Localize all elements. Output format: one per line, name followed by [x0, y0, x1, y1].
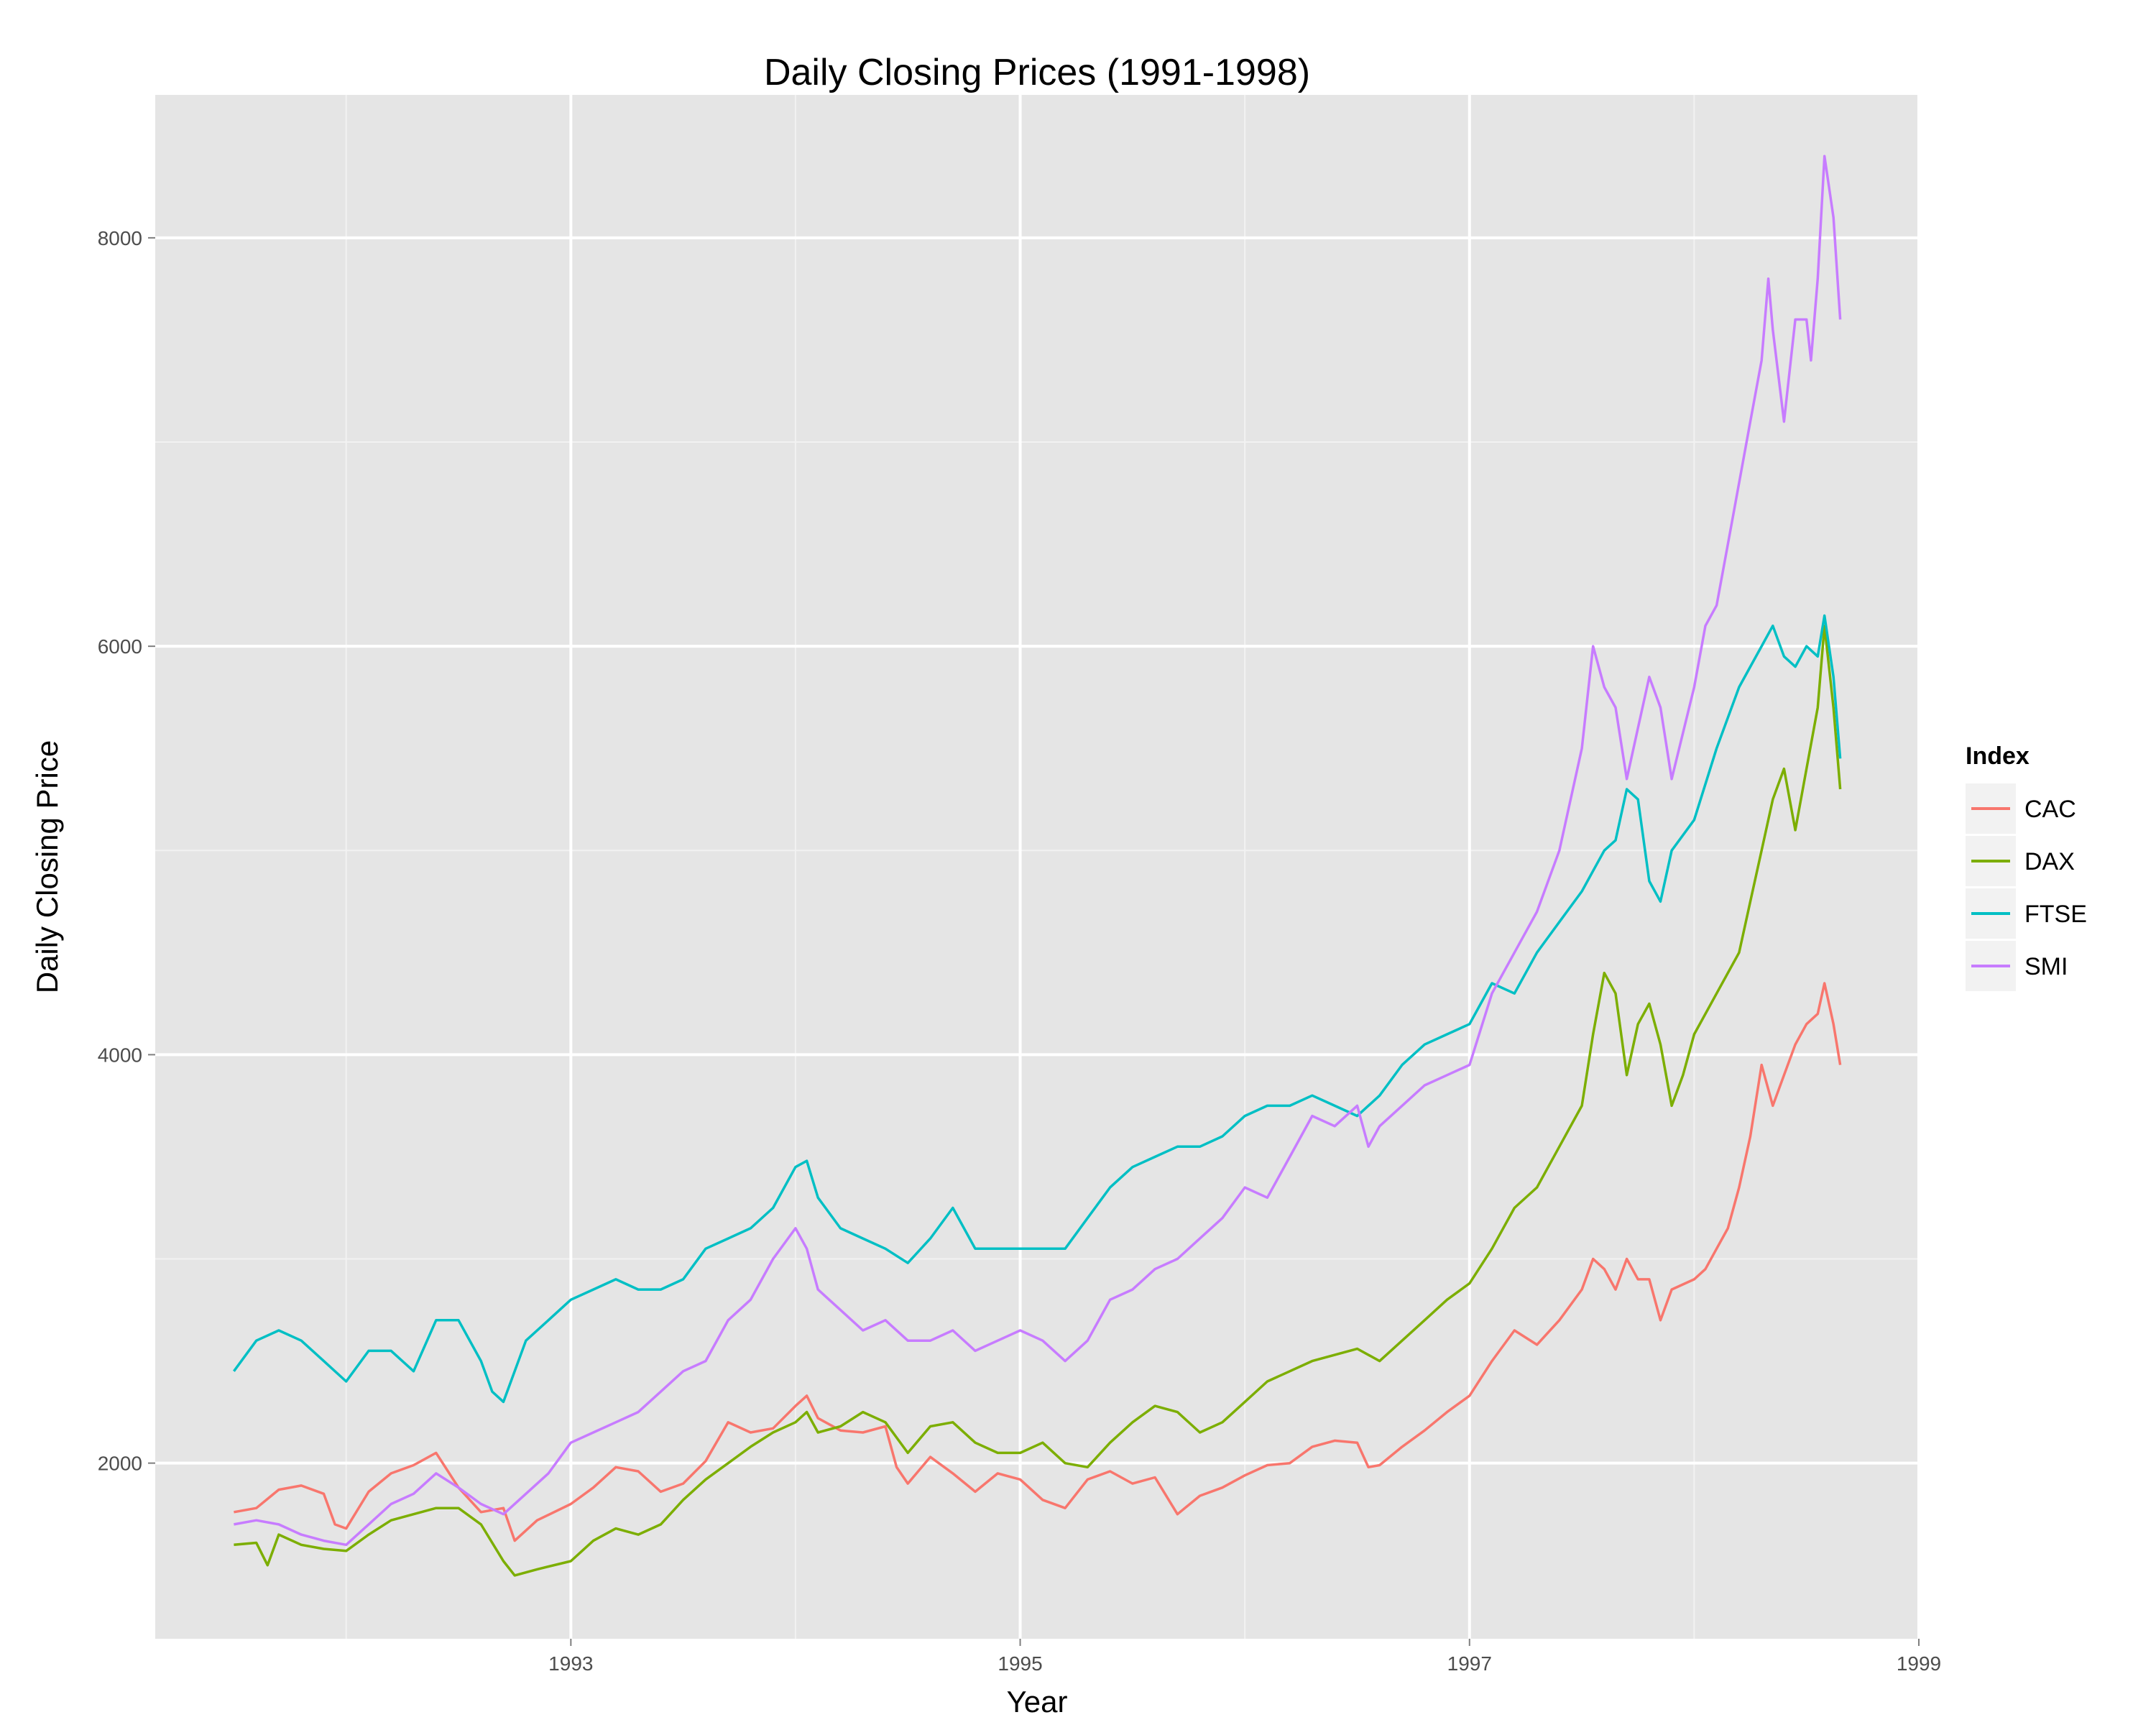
x-tick-label: 1993	[548, 1652, 593, 1675]
x-axis-ticks: 1993 1995 1997 1999	[548, 1639, 1941, 1675]
legend-item-cac: CAC	[1966, 783, 2076, 834]
y-tick-label: 4000	[98, 1044, 142, 1066]
x-tick-label: 1997	[1447, 1652, 1492, 1675]
y-tick-label: 6000	[98, 635, 142, 658]
chart-title: Daily Closing Prices (1991-1998)	[764, 52, 1310, 93]
plot-panel	[155, 95, 1919, 1639]
x-axis-title: Year	[1007, 1685, 1068, 1719]
minor-gridlines	[155, 95, 1919, 1639]
series-line-cac	[234, 982, 1842, 1542]
series-line-smi	[234, 155, 1842, 1547]
y-axis-title: Daily Closing Price	[30, 740, 64, 993]
major-gridlines	[155, 95, 1920, 1639]
legend-label: SMI	[2024, 953, 2068, 980]
y-tick-label: 2000	[98, 1453, 142, 1475]
legend-label: CAC	[2024, 796, 2076, 823]
legend-label: FTSE	[2024, 901, 2087, 928]
series-line-dax	[234, 624, 1842, 1577]
legend-label: DAX	[2024, 848, 2075, 875]
y-axis-ticks: 2000 4000 6000 8000	[98, 227, 155, 1475]
series-line-ftse	[232, 614, 1842, 1404]
legend-item-dax: DAX	[1966, 836, 2075, 886]
x-tick-label: 1995	[998, 1652, 1042, 1675]
y-tick-label: 8000	[98, 227, 142, 249]
legend: Index CAC DAX FTSE SMI	[1966, 742, 2087, 991]
x-tick-label: 1999	[1897, 1652, 1941, 1675]
legend-title: Index	[1966, 742, 2030, 770]
legend-item-smi: SMI	[1966, 941, 2068, 991]
series-lines	[232, 155, 1842, 1577]
legend-item-ftse: FTSE	[1966, 888, 2087, 939]
